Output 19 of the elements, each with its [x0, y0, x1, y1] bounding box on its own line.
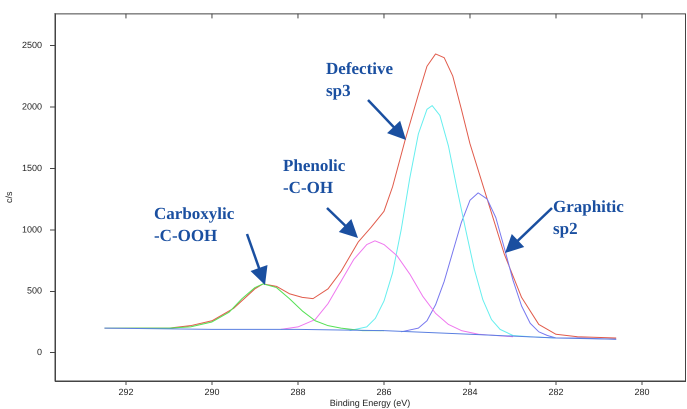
x-axis-title: Binding Energy (eV): [330, 398, 410, 408]
x-tick-label: 282: [548, 386, 564, 397]
y-tick-label: 1000: [22, 224, 42, 234]
annotation: Carboxylic -C-OOH: [154, 203, 234, 247]
x-tick-label: 286: [376, 386, 392, 397]
y-tick-label: 2000: [22, 101, 42, 112]
x-tick-label: 284: [462, 386, 478, 397]
x-tick-label: 292: [118, 386, 134, 397]
y-tick-label: 2500: [22, 40, 42, 50]
annotation: Graphitic sp2: [553, 196, 624, 240]
x-tick-label: 280: [634, 386, 650, 397]
y-axis-title: c/s: [4, 190, 14, 203]
annotation: Defective sp3: [326, 58, 394, 102]
x-tick-label: 288: [290, 386, 306, 397]
annotation: Phenolic -C-OH: [283, 155, 346, 199]
y-tick-label: 0: [36, 347, 42, 358]
y-tick-label: 1500: [22, 162, 42, 173]
x-tick-label: 290: [204, 386, 220, 397]
y-tick-label: 500: [26, 286, 42, 296]
